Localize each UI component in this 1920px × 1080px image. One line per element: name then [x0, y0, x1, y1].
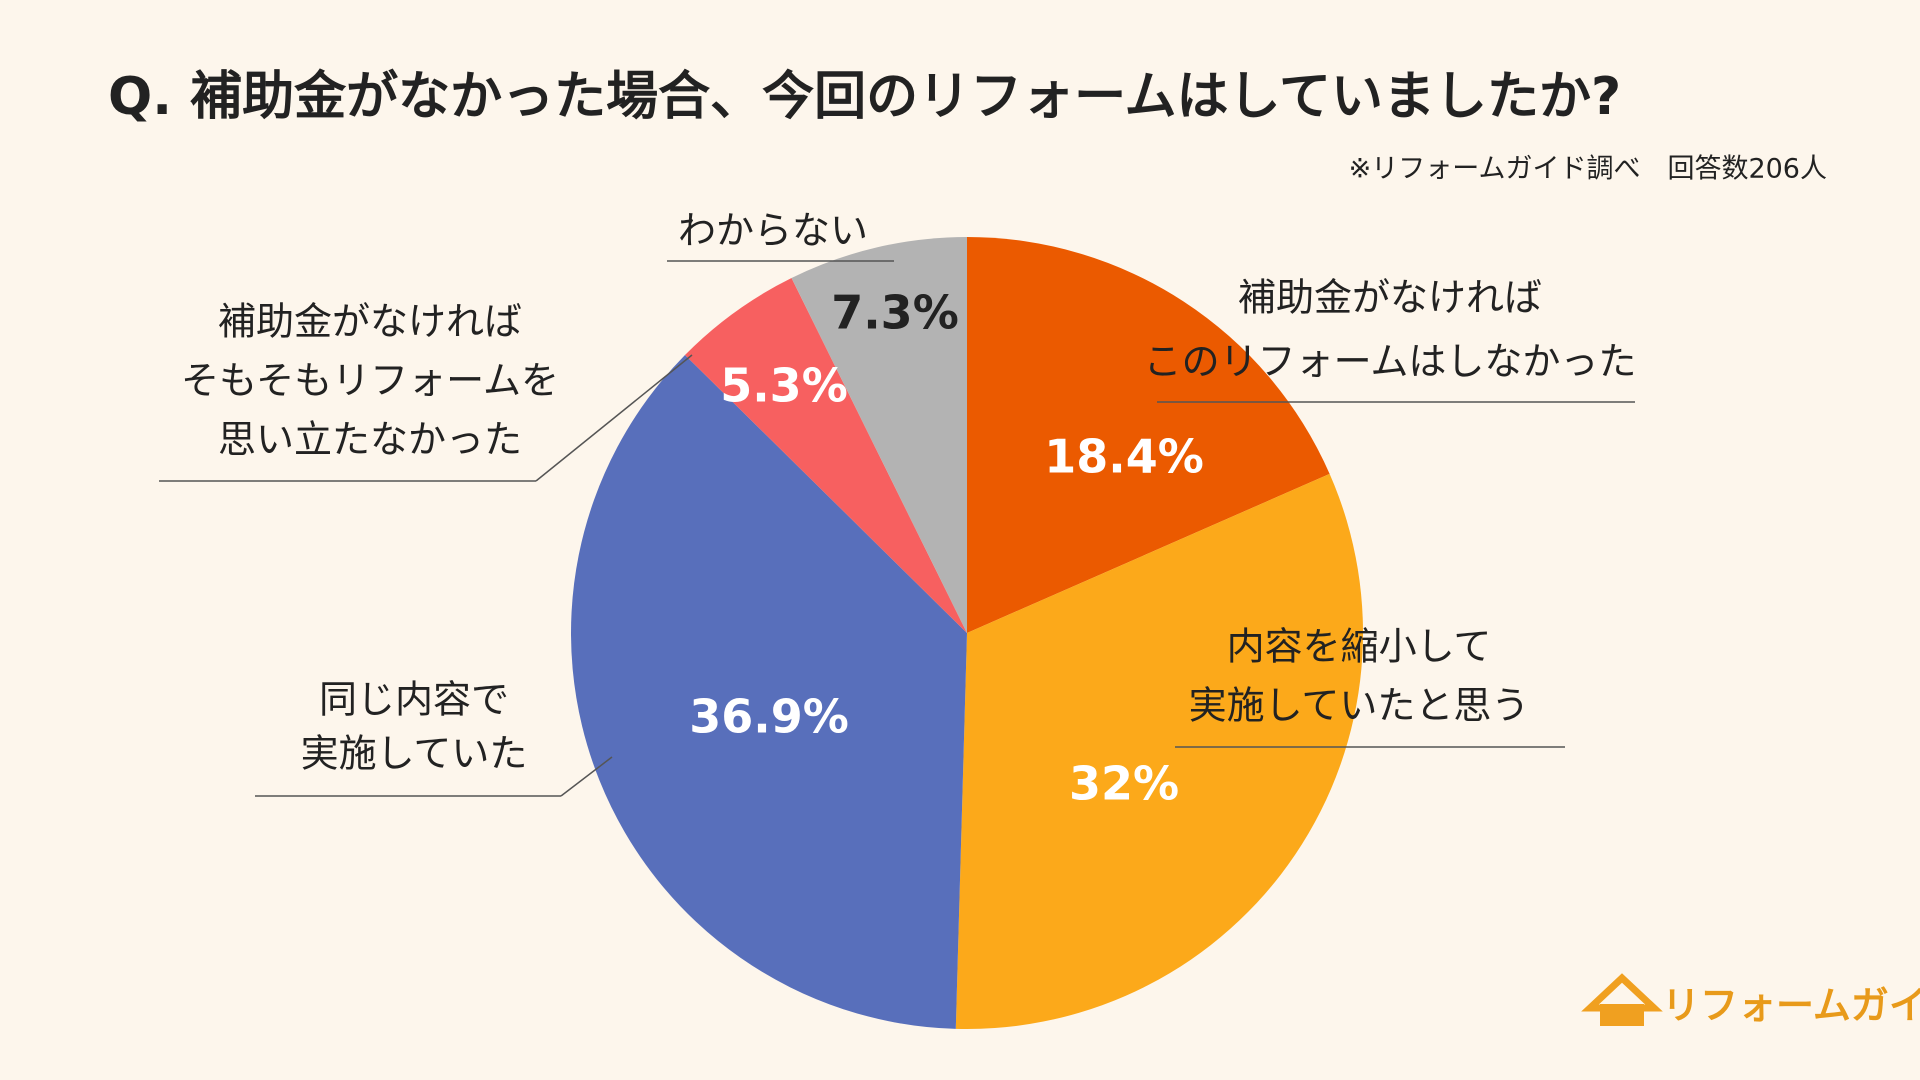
value-label: 5.3% [720, 359, 848, 413]
brand-name: リフォームガイド [1662, 984, 1920, 1028]
pie-slice [967, 237, 1330, 633]
slice-label: そもそもリフォームを [181, 359, 559, 403]
chart-title: Q. 補助金がなかった場合、今回のリフォームはしていましたか? [108, 67, 1621, 127]
pie-slice [791, 237, 967, 633]
slice-label: わからない [678, 209, 868, 253]
leader-line [535, 354, 693, 482]
value-label: 36.9% [689, 690, 849, 744]
slice-label: 内容を縮小して [1227, 625, 1492, 669]
logo-house [1600, 1004, 1644, 1026]
brand-logo: リフォームガイド [1581, 973, 1920, 1028]
value-label: 7.3% [831, 286, 959, 340]
slice-label: 思い立たなかった [218, 418, 522, 462]
pie-slice [570, 354, 967, 1029]
source-note: ※リフォームガイド調べ 回答数206人 [1349, 154, 1827, 185]
value-label: 32% [1069, 757, 1179, 811]
slice-label: 同じ内容で [319, 678, 509, 722]
slice-label: 実施していたと思う [1189, 684, 1530, 728]
pie-slice [955, 473, 1363, 1030]
slice-label: 補助金がなければ [1238, 276, 1542, 320]
slice-label: このリフォームはしなかった [1144, 340, 1637, 384]
leader-line [560, 756, 613, 797]
pie-slice [685, 278, 967, 633]
slice-label: 補助金がなければ [218, 300, 522, 344]
value-label: 18.4% [1044, 430, 1204, 484]
slice-label: 実施していた [301, 732, 528, 776]
